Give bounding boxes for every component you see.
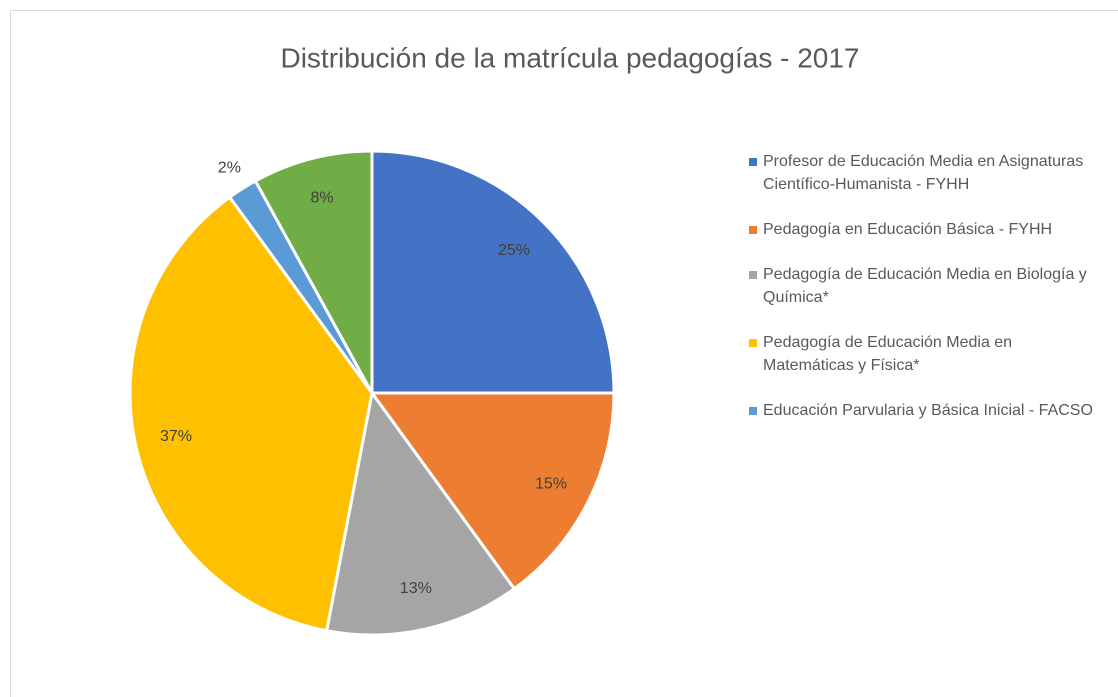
legend-swatch [749, 407, 757, 415]
legend-label: Pedagogía en Educación Básica - FYHH [763, 221, 1053, 238]
legend-swatch [749, 226, 757, 234]
legend-label: Educación Parvularia y Básica Inicial - … [763, 402, 1093, 419]
chart-title: Distribución de la matrícula pedagogías … [280, 42, 859, 73]
legend-swatch [749, 158, 757, 166]
legend-label: Pedagogía de Educación Media en Matemáti… [763, 334, 1013, 374]
pie-slice [128, 195, 374, 633]
pie-slice [324, 389, 517, 637]
data-label: 37% [160, 428, 192, 445]
data-label: 25% [498, 242, 530, 259]
data-label: 15% [535, 475, 567, 492]
legend-item: Profesor de Educación Media en Asignatur… [749, 150, 1099, 196]
legend-label: Profesor de Educación Media en Asignatur… [763, 153, 1084, 193]
legend-swatch [749, 339, 757, 347]
legend-item: Educación Parvularia y Básica Inicial - … [749, 399, 1099, 422]
legend-swatch [749, 271, 757, 279]
pie-slice [369, 391, 616, 591]
data-label: 8% [310, 190, 333, 207]
legend-label: Pedagogía de Educación Media en Biología… [763, 266, 1087, 306]
legend: Profesor de Educación Media en Asignatur… [749, 150, 1099, 444]
pie-slice [370, 149, 616, 395]
legend-item: Pedagogía de Educación Media en Matemáti… [749, 331, 1099, 377]
legend-item: Pedagogía en Educación Básica - FYHH [749, 218, 1099, 241]
data-label: 2% [218, 159, 241, 176]
legend-item: Pedagogía de Educación Media en Biología… [749, 263, 1099, 309]
pie-slice [253, 149, 374, 394]
data-label: 13% [400, 580, 432, 597]
